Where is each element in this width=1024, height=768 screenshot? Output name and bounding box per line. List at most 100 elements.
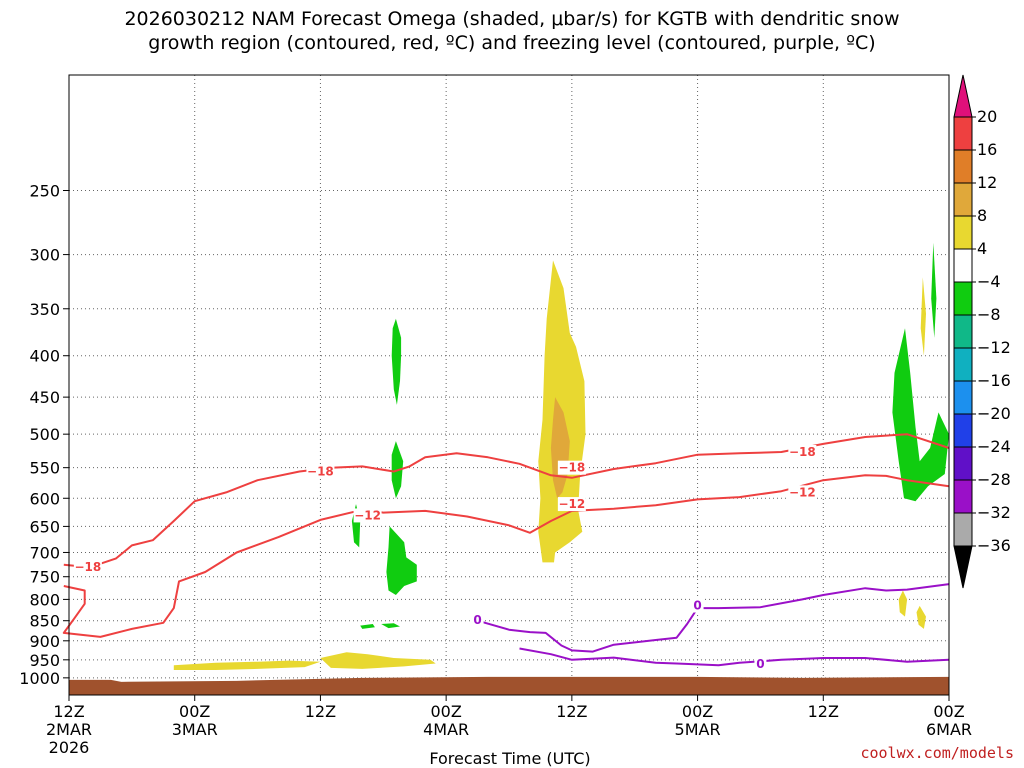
x-tick-label: 00Z <box>933 702 964 721</box>
y-tick-label: 450 <box>29 388 60 407</box>
omega-region-rise-8 <box>931 242 937 338</box>
x-tick-label: 12Z <box>53 702 84 721</box>
contour-label-bg <box>306 464 335 479</box>
y-tick-label: 300 <box>29 246 60 265</box>
contour-lines: −18 −18 −18 −18 −12 −12 −12 0 0 0 <box>62 433 950 672</box>
contour-label-bg <box>353 508 382 523</box>
source-credit: coolwx.com/models <box>860 744 1014 762</box>
colorbar-label: 20 <box>977 107 997 126</box>
omega-region-rise-1 <box>391 318 402 405</box>
x-tick-label: 00Z <box>430 702 461 721</box>
x-tick-label: 4MAR <box>423 720 469 739</box>
omega-region-sink-5 <box>916 605 926 629</box>
colorbar-swatch <box>953 281 973 316</box>
colorbar-swatch <box>953 512 973 547</box>
y-tick-label: 350 <box>29 300 60 319</box>
colorbar-label: −12 <box>977 338 1011 357</box>
x-tick-label: 12Z <box>808 702 839 721</box>
axes: 2503003504004505005506006507007508008509… <box>19 74 972 768</box>
omega-region-sink-3 <box>920 277 926 356</box>
contour-label-bg <box>73 560 102 575</box>
colorbar-label: −16 <box>977 371 1011 390</box>
colorbar-label: 8 <box>977 206 987 225</box>
chart-title-line-2: growth region (contoured, red, ºC) and f… <box>148 32 876 54</box>
colorbar: 20 16 12 8 4 −4 −8 −12 −16 −20 −24 −28 −32 −36 <box>953 74 1011 589</box>
contour-label-freezing-0: 0 <box>473 613 481 627</box>
omega-region-rise-6 <box>381 623 400 629</box>
shaded-regions <box>173 242 949 670</box>
omega-region-rise-7 <box>892 328 949 502</box>
y-tick-label: 1000 <box>19 669 60 688</box>
colorbar-swatch <box>953 182 973 217</box>
x-tick-label: 3MAR <box>172 720 218 739</box>
x-tick-label: 12Z <box>305 702 336 721</box>
contour-label-bg <box>788 485 817 500</box>
colorbar-top-arrow <box>953 74 973 118</box>
contour-label-dgz-18: −18 <box>558 461 585 475</box>
colorbar-label: −32 <box>977 503 1011 522</box>
x-tick-label: 2MAR <box>46 720 92 739</box>
y-tick-label: 500 <box>29 425 60 444</box>
y-tick-label: 950 <box>29 651 60 670</box>
contour-label-bg <box>471 612 484 627</box>
omega-region-sink-7 <box>320 652 436 669</box>
colorbar-label: −20 <box>977 404 1011 423</box>
colorbar-swatch <box>953 314 973 349</box>
terrain-layer <box>69 676 949 695</box>
x-tick-label: 6MAR <box>926 720 972 739</box>
colorbar-swatch <box>953 116 973 151</box>
contour-label-dgz-18: −18 <box>307 464 334 478</box>
contour-freezing-0 <box>477 583 950 653</box>
colorbar-swatch <box>953 380 973 415</box>
colorbar-label: −8 <box>977 305 1001 324</box>
contour-label-dgz-12: −12 <box>789 485 816 499</box>
contour-label-dgz-18: −18 <box>74 560 101 574</box>
contour-freezing-0-low <box>519 647 950 667</box>
y-tick-label: 550 <box>29 459 60 478</box>
plot-frame <box>68 74 950 696</box>
colorbar-label: −4 <box>977 272 1001 291</box>
colorbar-swatch <box>953 446 973 481</box>
x-tick-label: 5MAR <box>675 720 721 739</box>
colorbar-label: −36 <box>977 536 1011 555</box>
y-tick-label: 900 <box>29 632 60 651</box>
contour-label-freezing-0: 0 <box>693 598 701 612</box>
omega-region-rise-5 <box>360 624 375 629</box>
omega-region-sink-4 <box>898 590 908 617</box>
contour-label-bg <box>754 657 767 672</box>
colorbar-label: 16 <box>977 140 997 159</box>
grid-layer <box>69 75 949 695</box>
y-tick-label: 600 <box>29 489 60 508</box>
contour-label-bg <box>788 444 817 459</box>
colorbar-bottom-arrow <box>953 545 973 589</box>
contour-label-dgz-12: −12 <box>558 497 585 511</box>
x-tick-label: 00Z <box>179 702 210 721</box>
contour-label-bg <box>691 598 704 613</box>
contour-label-bg <box>557 497 586 512</box>
contour-label-dgz-12: −12 <box>354 508 381 522</box>
colorbar-label: −24 <box>977 437 1011 456</box>
x-tick-label: 12Z <box>556 702 587 721</box>
colorbar-swatch <box>953 413 973 448</box>
colorbar-label: 4 <box>977 239 987 258</box>
colorbar-swatch <box>953 248 973 283</box>
colorbar-swatch <box>953 479 973 514</box>
colorbar-label: −28 <box>977 470 1011 489</box>
omega-region-sink-6 <box>173 660 321 670</box>
y-tick-label: 650 <box>29 517 60 536</box>
y-tick-label: 700 <box>29 543 60 562</box>
x-axis-label: Forecast Time (UTC) <box>429 749 590 768</box>
y-tick-label: 250 <box>29 181 60 200</box>
omega-region-rise-4 <box>386 526 417 595</box>
x-tick-label: 2026 <box>49 738 90 757</box>
x-tick-label: 00Z <box>682 702 713 721</box>
colorbar-label: 12 <box>977 173 997 192</box>
chart-title-line-1: 2026030212 NAM Forecast Omega (shaded, μ… <box>124 8 900 30</box>
y-tick-label: 800 <box>29 590 60 609</box>
contour-dgz-18 <box>63 433 950 569</box>
contour-label-bg <box>557 460 586 475</box>
colorbar-swatch <box>953 149 973 184</box>
y-tick-label: 850 <box>29 612 60 631</box>
contour-dgz-12 <box>62 474 950 638</box>
